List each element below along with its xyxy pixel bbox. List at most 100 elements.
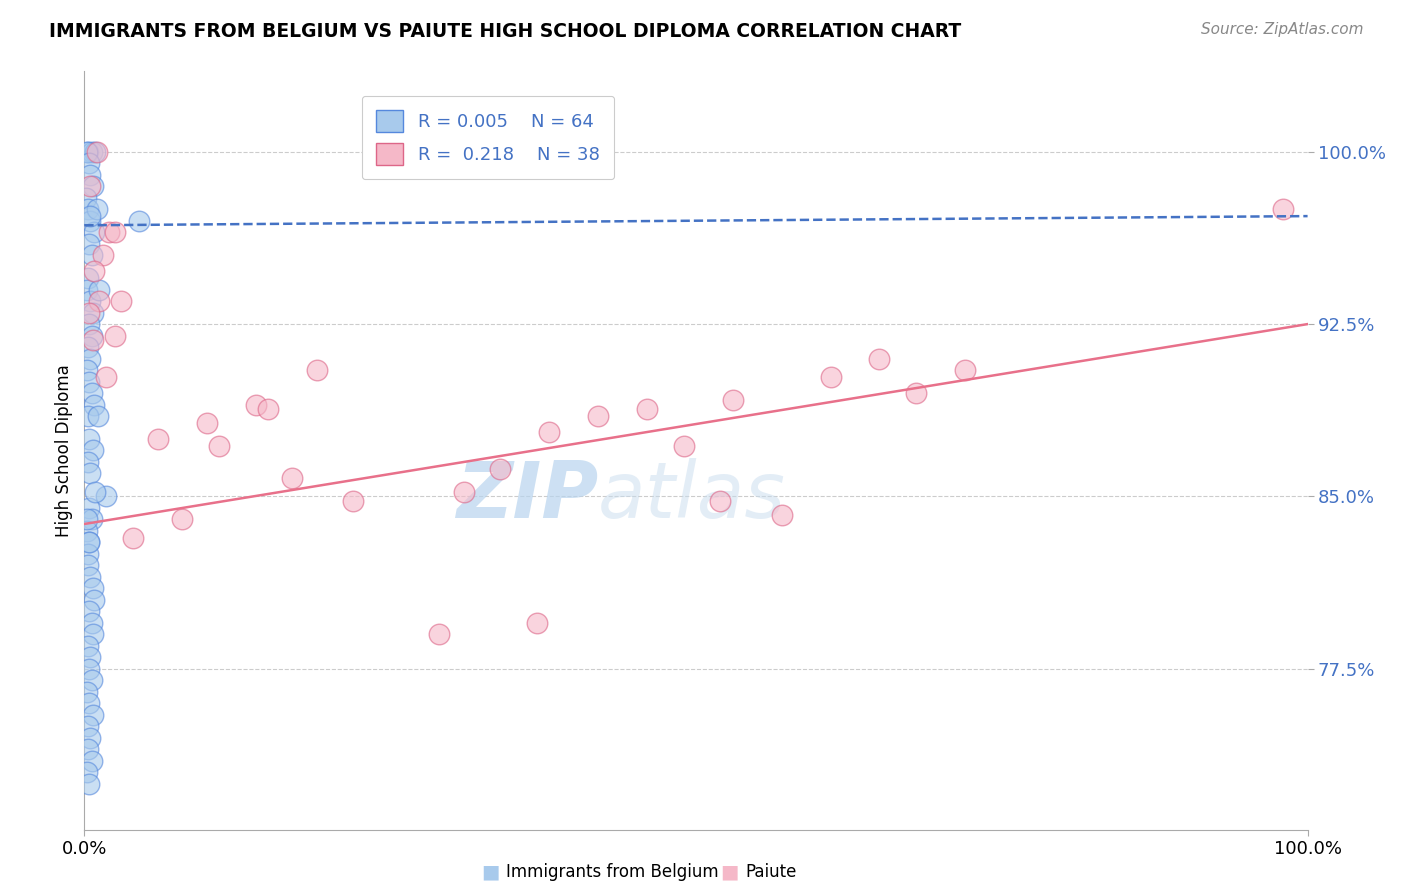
Point xyxy=(77,432,100,446)
Point xyxy=(91,248,114,262)
Point xyxy=(281,471,304,485)
Point xyxy=(489,462,512,476)
Point xyxy=(80,328,103,343)
Point xyxy=(208,439,231,453)
Point xyxy=(76,145,98,159)
Point xyxy=(110,294,132,309)
Point xyxy=(77,535,100,549)
Text: ■: ■ xyxy=(481,863,499,882)
Y-axis label: High School Diploma: High School Diploma xyxy=(55,364,73,537)
Point xyxy=(77,639,100,653)
Text: Paiute: Paiute xyxy=(745,863,797,881)
Point xyxy=(96,370,118,384)
Point xyxy=(83,264,105,278)
Point xyxy=(453,484,475,499)
Point xyxy=(86,202,108,217)
Point xyxy=(77,271,100,285)
Point xyxy=(79,650,101,665)
Point xyxy=(80,673,103,688)
Point xyxy=(80,248,103,262)
Text: ZIP: ZIP xyxy=(456,458,598,534)
Point xyxy=(79,179,101,194)
Point xyxy=(76,363,98,377)
Point xyxy=(83,397,105,411)
Text: atlas: atlas xyxy=(598,458,786,534)
Point xyxy=(77,156,100,170)
Point xyxy=(84,145,107,159)
Point xyxy=(770,508,793,522)
Point xyxy=(77,500,100,515)
Point xyxy=(76,283,98,297)
Point xyxy=(79,294,101,309)
Point xyxy=(77,236,100,251)
Point xyxy=(257,402,280,417)
Text: IMMIGRANTS FROM BELGIUM VS PAIUTE HIGH SCHOOL DIPLOMA CORRELATION CHART: IMMIGRANTS FROM BELGIUM VS PAIUTE HIGH S… xyxy=(49,22,962,41)
Point xyxy=(77,375,100,389)
Point xyxy=(76,765,98,780)
Point xyxy=(77,535,100,549)
Point xyxy=(245,397,267,411)
Point xyxy=(82,707,104,722)
Point xyxy=(86,145,108,159)
Point xyxy=(76,524,98,538)
Point xyxy=(82,443,104,458)
Point xyxy=(427,627,450,641)
Point xyxy=(82,179,104,194)
Point xyxy=(128,213,150,227)
Point xyxy=(76,512,98,526)
Point xyxy=(104,225,127,239)
Point xyxy=(87,294,110,309)
Point xyxy=(77,305,100,319)
Point xyxy=(172,512,194,526)
Point xyxy=(820,370,842,384)
Point xyxy=(79,168,101,182)
Point xyxy=(905,386,928,401)
Point xyxy=(305,363,328,377)
Point xyxy=(77,340,100,354)
Point xyxy=(342,494,364,508)
Point xyxy=(80,615,103,630)
Point xyxy=(79,213,101,227)
Point xyxy=(82,627,104,641)
Point xyxy=(77,742,100,756)
Text: ■: ■ xyxy=(720,863,738,882)
Point xyxy=(709,494,731,508)
Point xyxy=(82,333,104,347)
Point xyxy=(79,731,101,745)
Point xyxy=(84,484,107,499)
Point xyxy=(77,547,100,561)
Point xyxy=(76,684,98,698)
Point xyxy=(77,719,100,733)
Point xyxy=(80,754,103,768)
Text: Immigrants from Belgium: Immigrants from Belgium xyxy=(506,863,718,881)
Point xyxy=(538,425,561,439)
Point xyxy=(77,145,100,159)
Point xyxy=(77,776,100,790)
Legend: R = 0.005    N = 64, R =  0.218    N = 38: R = 0.005 N = 64, R = 0.218 N = 38 xyxy=(361,95,614,179)
Point xyxy=(146,432,169,446)
Point xyxy=(122,531,145,545)
Point xyxy=(82,305,104,319)
Point xyxy=(87,283,110,297)
Point xyxy=(77,409,100,423)
Point xyxy=(80,386,103,401)
Point xyxy=(83,592,105,607)
Point xyxy=(96,490,118,504)
Point xyxy=(79,467,101,481)
Point xyxy=(77,317,100,331)
Point xyxy=(636,402,658,417)
Point xyxy=(77,696,100,710)
Point xyxy=(83,225,105,239)
Point xyxy=(1272,202,1295,217)
Point xyxy=(77,202,100,217)
Point xyxy=(77,455,100,469)
Point xyxy=(672,439,695,453)
Point xyxy=(77,662,100,676)
Point xyxy=(721,392,744,407)
Point xyxy=(80,512,103,526)
Text: Source: ZipAtlas.com: Source: ZipAtlas.com xyxy=(1201,22,1364,37)
Point xyxy=(586,409,609,423)
Point xyxy=(75,191,97,205)
Point xyxy=(79,209,101,223)
Point xyxy=(80,145,103,159)
